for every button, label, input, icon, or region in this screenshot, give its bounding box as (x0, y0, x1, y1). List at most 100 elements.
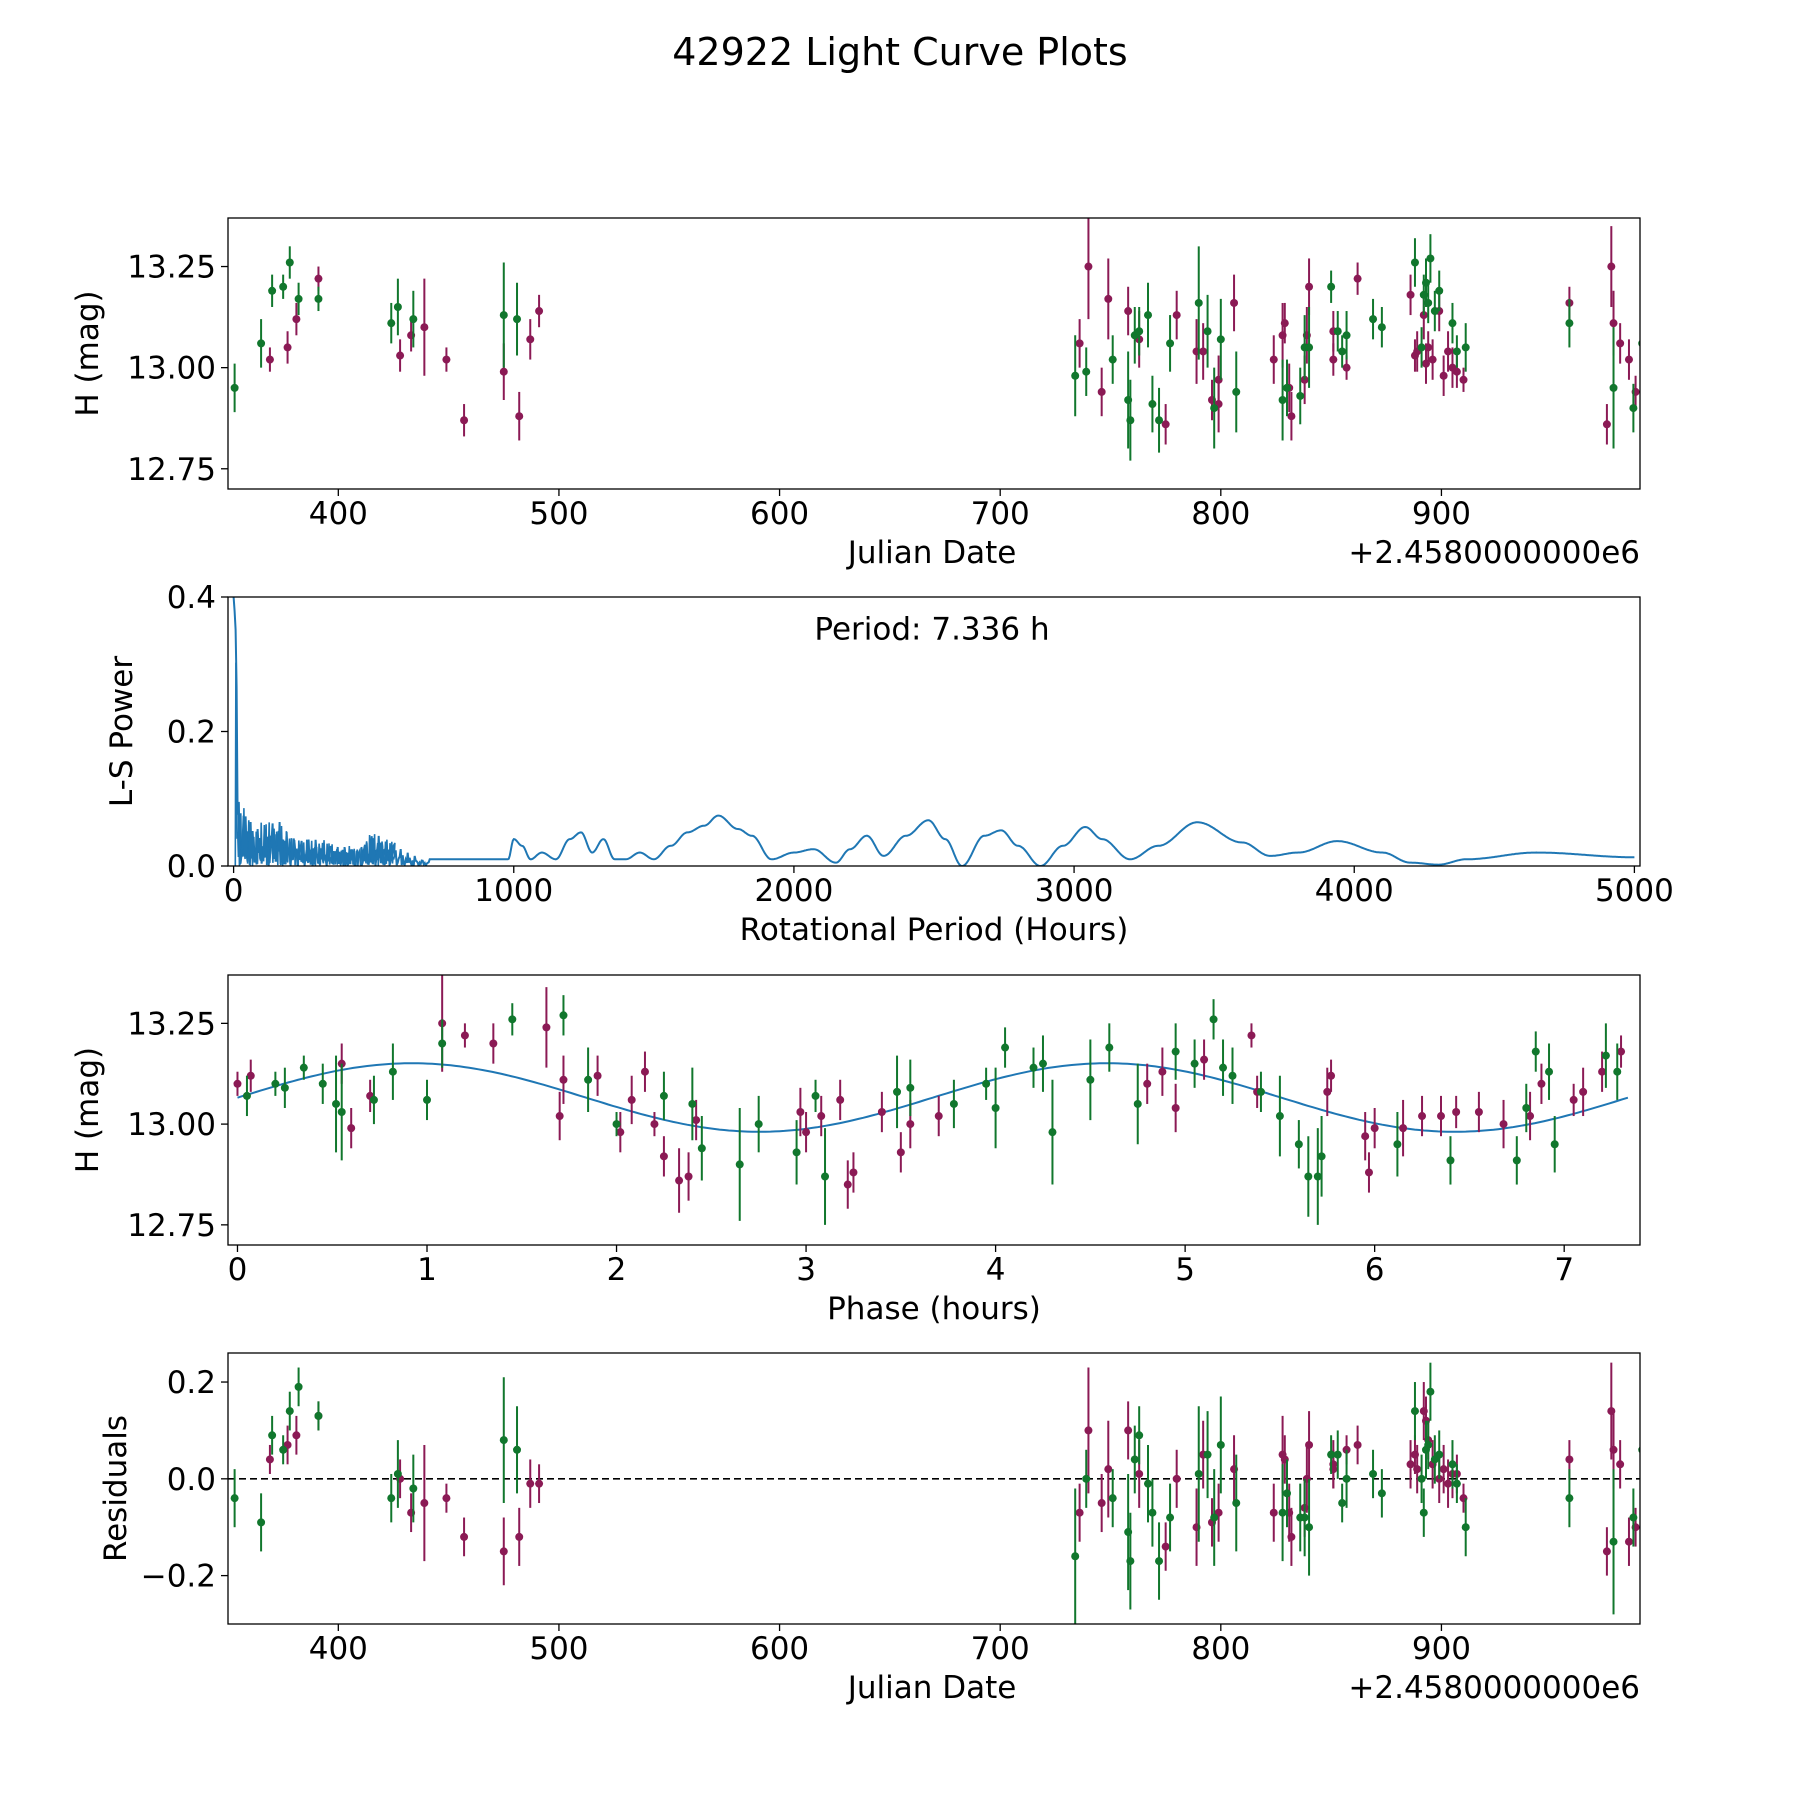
green-data-point (314, 1411, 323, 1420)
green-data-point (369, 1095, 378, 1104)
green-data-point (1029, 1063, 1038, 1072)
y-tick-label: 12.75 (127, 452, 216, 488)
magenta-data-point (616, 1128, 625, 1137)
x-tick-label: 6 (1365, 1252, 1385, 1288)
green-data-point (1148, 400, 1157, 409)
green-data-point (1327, 282, 1336, 291)
y-tick-label: −0.2 (141, 1559, 216, 1595)
green-data-point (1194, 298, 1203, 307)
magenta-data-point (843, 1180, 852, 1189)
x-tick-label: 4000 (1315, 873, 1394, 909)
green-data-point (1203, 327, 1212, 336)
y-tick-label: 12.75 (127, 1208, 216, 1244)
magenta-data-point (1428, 355, 1437, 364)
magenta-data-point (1452, 1108, 1461, 1117)
x-tick-label: 700 (971, 1631, 1030, 1667)
green-data-point (906, 1083, 915, 1092)
green-data-point (1144, 1479, 1153, 1488)
x-tick-label: 400 (309, 496, 368, 532)
green-data-point (1130, 1455, 1139, 1464)
green-data-point (388, 1067, 397, 1076)
green-data-point (982, 1079, 991, 1088)
magenta-data-point (1104, 294, 1113, 303)
green-data-point (991, 1103, 1000, 1112)
plot-area (232, 597, 1635, 866)
green-data-point (1294, 1140, 1303, 1149)
magenta-data-point (1499, 1120, 1508, 1129)
magenta-data-point (420, 323, 429, 332)
magenta-data-point (1097, 1499, 1106, 1508)
magenta-data-point (1579, 1087, 1588, 1096)
periodogram-panel: 0 1000 2000 3000 4000 5000 0.0 0.2 0.4 Rotational… (104, 580, 1674, 948)
magenta-data-point (420, 1499, 429, 1508)
residuals-panel: 400 500 600 700 800 900 −0.2 0.0 0.2 Julian Date +… (98, 1352, 1641, 1706)
green-data-point (1377, 1489, 1386, 1498)
magenta-data-point (692, 1116, 701, 1125)
green-data-point (1565, 1494, 1574, 1503)
green-data-point (1082, 367, 1091, 376)
green-data-point (1419, 1508, 1428, 1517)
x-tick-label: 900 (1412, 1631, 1471, 1667)
green-data-point (1338, 1499, 1347, 1508)
magenta-data-point (1287, 412, 1296, 421)
magenta-data-point (1609, 319, 1618, 328)
green-data-point (1369, 1469, 1378, 1478)
green-data-point (1126, 1557, 1135, 1566)
magenta-data-point (1406, 290, 1415, 299)
green-data-point (1135, 1431, 1144, 1440)
green-data-point (1108, 1494, 1117, 1503)
green-data-point (1210, 1513, 1219, 1522)
green-data-point (1071, 1552, 1080, 1561)
magenta-data-point (1474, 1108, 1483, 1117)
green-data-point (1317, 1152, 1326, 1161)
magenta-data-point (1327, 1071, 1336, 1080)
green-data-point (230, 383, 239, 392)
green-data-point (1430, 307, 1439, 316)
green-data-point (1333, 1450, 1342, 1459)
green-data-point (1278, 1508, 1287, 1517)
green-data-point (1232, 1499, 1241, 1508)
x-tick-label: 2 (607, 1252, 627, 1288)
x-tick-label: 800 (1191, 496, 1250, 532)
magenta-data-point (1364, 1168, 1373, 1177)
green-data-point (1417, 1474, 1426, 1483)
magenta-data-point (1200, 1055, 1209, 1064)
magenta-data-point (499, 1547, 508, 1556)
x-tick-label: 7 (1554, 1252, 1574, 1288)
green-data-point (1144, 311, 1153, 320)
magenta-data-point (796, 1108, 805, 1117)
x-tick-label: 4 (986, 1252, 1006, 1288)
green-data-point (821, 1172, 830, 1181)
green-data-point (257, 339, 266, 348)
x-tick-label: 1000 (474, 873, 553, 909)
magenta-data-point (1353, 1440, 1362, 1449)
magenta-data-point (1598, 1067, 1607, 1076)
green-data-point (299, 1063, 308, 1072)
y-tick-label: 13.00 (127, 1107, 216, 1143)
green-data-point (1461, 1523, 1470, 1532)
x-tick-label: 800 (1191, 1631, 1250, 1667)
x-tick-label: 0 (228, 1252, 248, 1288)
magenta-data-point (1075, 339, 1084, 348)
green-data-point (1105, 1043, 1114, 1052)
magenta-data-point (442, 1494, 451, 1503)
green-data-point (337, 1108, 346, 1117)
x-tick-label: 700 (971, 496, 1030, 532)
magenta-data-point (1418, 1112, 1427, 1121)
magenta-data-point (1172, 1474, 1181, 1483)
magenta-data-point (555, 1112, 564, 1121)
green-data-point (387, 319, 396, 328)
green-data-point (1410, 1407, 1419, 1416)
magenta-data-point (1287, 1532, 1296, 1541)
magenta-data-point (1124, 307, 1133, 316)
y-axis-label: Residuals (98, 1415, 134, 1562)
magenta-data-point (1617, 1047, 1626, 1056)
magenta-data-point (1269, 355, 1278, 364)
green-data-point (1219, 1063, 1228, 1072)
green-data-point (1531, 1047, 1540, 1056)
magenta-data-point (233, 1079, 242, 1088)
magenta-data-point (659, 1152, 668, 1161)
green-data-point (1417, 343, 1426, 352)
x-offset-label: +2.4580000000e6 (1348, 1670, 1640, 1706)
magenta-data-point (802, 1128, 811, 1137)
